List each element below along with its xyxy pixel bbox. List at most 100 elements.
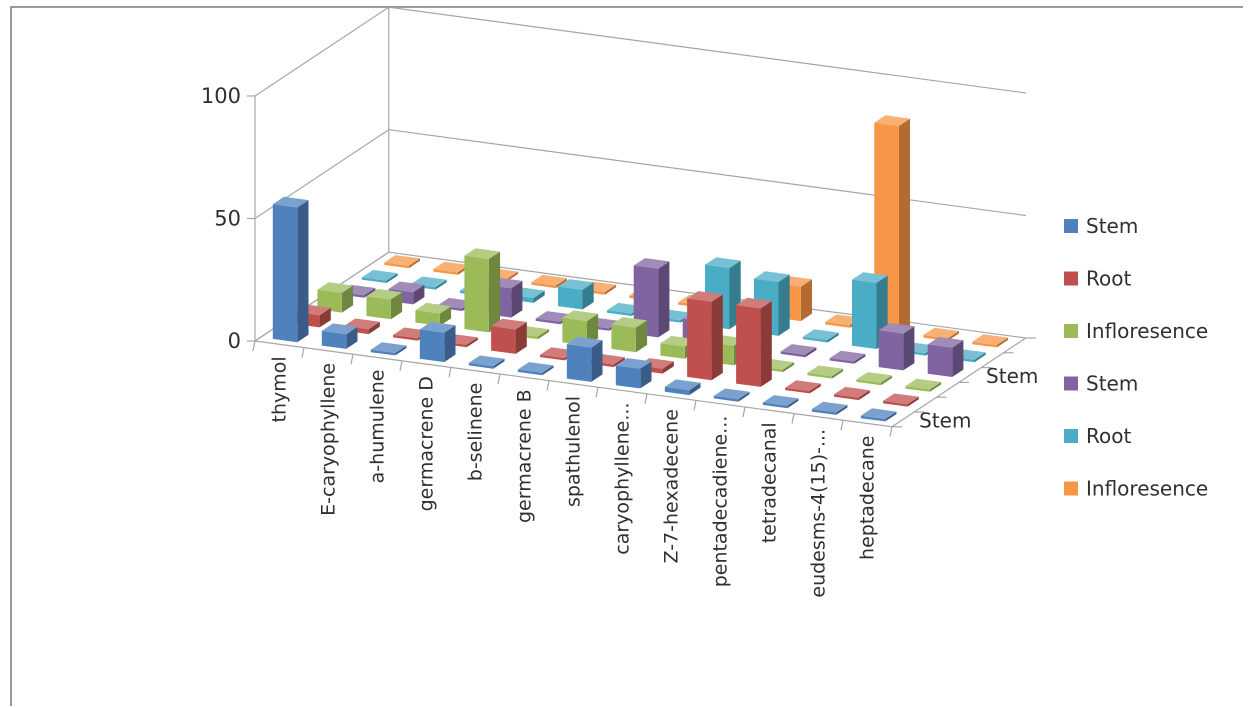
legend-swatch [1064, 376, 1078, 391]
bar-front [393, 334, 418, 341]
bar-side [836, 405, 848, 415]
bar-root-thymol [362, 269, 398, 283]
legend-label: Root [1086, 267, 1131, 291]
bar-front [558, 286, 583, 310]
x-tick-label: thymol [269, 356, 291, 422]
bar-top [972, 334, 1008, 345]
bar-top [611, 317, 648, 328]
bar-side [929, 382, 942, 392]
bar-top [370, 342, 407, 353]
bar-top [736, 297, 772, 309]
bar-side [974, 352, 986, 363]
bar-side [640, 361, 652, 389]
bar-infloresence-spathulenol [611, 317, 648, 353]
bar-top [856, 372, 893, 383]
bar-top [811, 401, 848, 413]
bar-top [558, 279, 594, 290]
legend-swatch [1064, 219, 1078, 233]
bar-front [927, 344, 953, 377]
bar-front [611, 324, 636, 353]
bar-side [488, 251, 501, 333]
x-tick-mark [350, 354, 354, 365]
bar-front [883, 400, 908, 407]
bar-side [635, 320, 648, 353]
x-tick-label: b-selinene [465, 383, 487, 482]
bar-front [517, 369, 543, 376]
x-tick-mark [497, 373, 501, 385]
x-tick-label: a-humulene [367, 370, 389, 484]
x-tick-label: tetradecanal [759, 422, 781, 543]
bar-top [803, 329, 839, 340]
bar-side [952, 340, 964, 377]
x-tick-mark [644, 393, 648, 404]
bar-side [506, 271, 518, 282]
bar-infloresence-eudesms-4-15- [923, 327, 959, 341]
legend-label: Infloresence [1086, 477, 1208, 501]
bar-side [662, 361, 674, 374]
x-tick-mark [301, 347, 305, 358]
x-tick-mark [399, 360, 403, 371]
bar-top [713, 388, 750, 400]
bar-side [586, 313, 599, 346]
bar-top [491, 318, 527, 330]
x-tick-mark [889, 426, 893, 437]
bar-stem-germacrene-b [517, 362, 554, 376]
bar-infloresence-thymol [384, 255, 420, 269]
bar-top [762, 395, 799, 406]
bar-top [927, 337, 964, 348]
bar-front [321, 330, 347, 349]
bar-side [368, 321, 380, 335]
bar-stem-tetradecanal [762, 395, 799, 409]
legend-swatch [1064, 481, 1078, 496]
depth-axis-label: Stem [986, 364, 1038, 388]
bar-infloresence-heptadecane [905, 378, 942, 392]
bar-side [537, 329, 550, 340]
bar-top [874, 115, 910, 126]
bar-infloresence-heptadecane [972, 334, 1008, 348]
bar-front [825, 321, 850, 328]
bar-side [346, 326, 358, 349]
bar-stem-caryophyllene- [615, 358, 652, 389]
bar-front [607, 310, 632, 316]
bar-side [787, 398, 799, 409]
bar-side [439, 306, 452, 326]
x-tick-mark [791, 413, 795, 424]
bar-top [366, 288, 403, 300]
bar-front [464, 255, 489, 333]
bar-infloresence-germacrene-b [562, 310, 599, 346]
bar-infloresence-germacrene-d [464, 248, 501, 333]
bar-front [433, 269, 458, 275]
x-tick-label: heptadecane [857, 436, 879, 560]
bar-stem-heptadecane [860, 408, 897, 422]
bar-stem-b-selinene [468, 355, 505, 369]
bar-stem-tetradecanal [829, 350, 866, 364]
bar-side [511, 280, 523, 318]
bar-root-pentadecadiene- [803, 329, 839, 343]
bar-side [533, 290, 545, 303]
bar-front [713, 395, 739, 402]
bar-top [562, 310, 599, 322]
bar-top [464, 248, 501, 259]
bar-root-eudesms-4-15- [834, 386, 870, 401]
bar-infloresence-e-caryophyllene [366, 288, 403, 320]
bar-stem-eudesms-4-15- [811, 401, 848, 415]
bar-stem-thymol [272, 196, 309, 343]
x-tick-mark [840, 420, 844, 431]
bar-side [711, 294, 723, 381]
bar-front [829, 358, 855, 364]
legend-swatch [1064, 429, 1078, 443]
bar-side [466, 337, 478, 348]
bar-top [829, 350, 866, 362]
bar-front [535, 318, 561, 325]
bar-top [754, 271, 790, 282]
bar-side [760, 301, 772, 387]
bar-top [878, 323, 915, 334]
x-tick-label: spathulenol [563, 396, 585, 507]
bar-side [854, 354, 866, 364]
x-tick-label: E-caryophyllene [318, 363, 340, 516]
bar-top [834, 386, 870, 398]
bar-stem-pentadecadiene- [713, 388, 750, 402]
bar-top [615, 358, 652, 369]
bar-top [321, 323, 358, 335]
bar-top [433, 261, 469, 273]
